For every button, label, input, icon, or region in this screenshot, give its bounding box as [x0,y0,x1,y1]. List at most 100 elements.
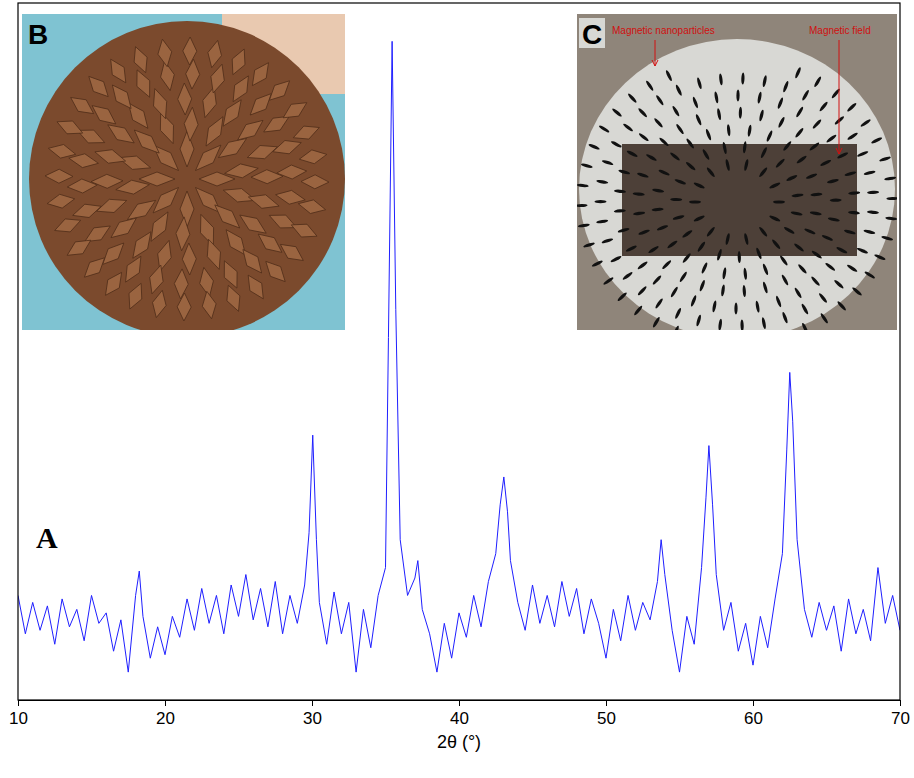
inset-c-particle [705,128,712,140]
inset-c-particle [674,178,686,185]
inset-c-particle [758,226,768,237]
inset-c-particle [833,279,844,289]
inset-c-particle [618,169,630,175]
inset-c-particle [656,224,668,231]
inset-b-spike [153,188,178,213]
inset-c-particle [844,171,856,177]
inset-b-spike [232,49,245,75]
inset-c-particle [860,118,872,127]
inset-label: B [28,19,48,50]
inset-b-spike [73,204,102,217]
inset-b-spike [84,258,104,277]
inset-c-particle [699,279,706,291]
inset-c-arrowhead [836,148,842,154]
inset-c-particle [614,189,626,193]
chart: 102030405060702θ (°)ABMagnetic nanoparti… [0,0,914,778]
inset-c-particle [863,229,875,235]
inset-c-particle [827,178,839,184]
inset-b-spike [160,112,173,144]
inset-c-particle [779,255,789,267]
inset-b-spike [196,145,221,170]
inset-b-spike [223,189,256,202]
inset-c-particle [884,176,896,181]
inset-b-spike [301,175,329,189]
inset-c-particle [681,229,693,239]
inset-c-particle [818,292,828,303]
x-tick: 60 [744,700,763,728]
inset-c-dish [579,39,895,330]
inset-c-particle [685,161,696,171]
x-tick: 40 [450,700,469,728]
inset-c-particle [781,311,788,323]
inset-c-particle [844,229,856,235]
inset-c-particle [830,198,842,201]
inset-c-particle [614,209,626,213]
inset-c-particle [675,84,683,96]
inset-c-particle [747,125,752,137]
inset-label: C [582,19,602,50]
x-tick-mark [18,700,19,706]
inset-c-particle [794,127,804,138]
inset-c-particle [801,322,809,330]
x-tick-label: 40 [450,709,469,728]
inset-b-spike [223,100,241,126]
inset-b-spike [111,59,126,83]
inset-c-particle [851,286,862,296]
inset-b-spike [201,214,214,246]
inset-c-particle [856,247,868,255]
inset-c-particle [714,91,719,103]
inset-c-particle [658,169,670,177]
inset-c-particle [821,234,833,242]
inset-b-spike [154,89,167,119]
inset-c-particle [857,150,869,158]
x-tick-mark [900,700,901,706]
inset-b-spike [252,63,268,86]
inset-c-particle [782,140,792,151]
inset-c-particle [810,211,822,216]
inset-b-spike [215,205,240,228]
inset-b-spike [299,150,327,164]
inset-b-spike [243,250,262,274]
inset-c-particle [781,330,788,331]
inset-b-spike [128,103,148,128]
inset-b-spike [153,290,167,317]
inset-c-particle [809,142,820,152]
inset-c-particle [760,147,768,159]
x-tick-mark [606,700,607,706]
x-tick-label: 60 [744,709,763,728]
inset-b-spike [240,215,266,233]
inset-c-particle [652,188,664,193]
inset-c-particle [794,67,802,79]
inset-b-spike [206,117,223,146]
inset-c-particle [848,211,860,215]
inset-c-particle [794,287,803,299]
x-tick: 50 [597,700,616,728]
inset-b-spike [111,218,136,238]
inset-b-spike [137,70,150,97]
inset-b-spike [134,47,147,73]
inset-c-particle [719,73,724,85]
inset-c: Magnetic nanoparticlesMagnetic fieldC [576,14,899,349]
inset-c-particle [638,132,649,142]
inset-c-particle [672,325,680,330]
inset-c-particle [596,179,608,184]
inset-c-particle [781,274,790,286]
inset-c-particle [581,163,593,169]
inset-c-particle [671,105,680,117]
inset-c-particle [771,239,781,250]
inset-b-spike [178,83,192,115]
inset-c-particle [737,251,741,263]
x-tick-label: 30 [303,709,322,728]
inset-c-particle [769,181,781,189]
inset-c-particle [652,316,661,328]
inset-c-particle [645,80,654,92]
inset-c-particle [773,200,785,203]
inset-c-particle [819,101,829,112]
inset-c-particle [626,150,638,158]
inset-b-photo [22,14,345,330]
inset-c-particle [757,91,762,103]
inset-b-spike [183,37,197,65]
inset-c-particle [701,262,709,274]
inset-b-spike [182,243,196,275]
inset-c-arrow [655,40,656,66]
